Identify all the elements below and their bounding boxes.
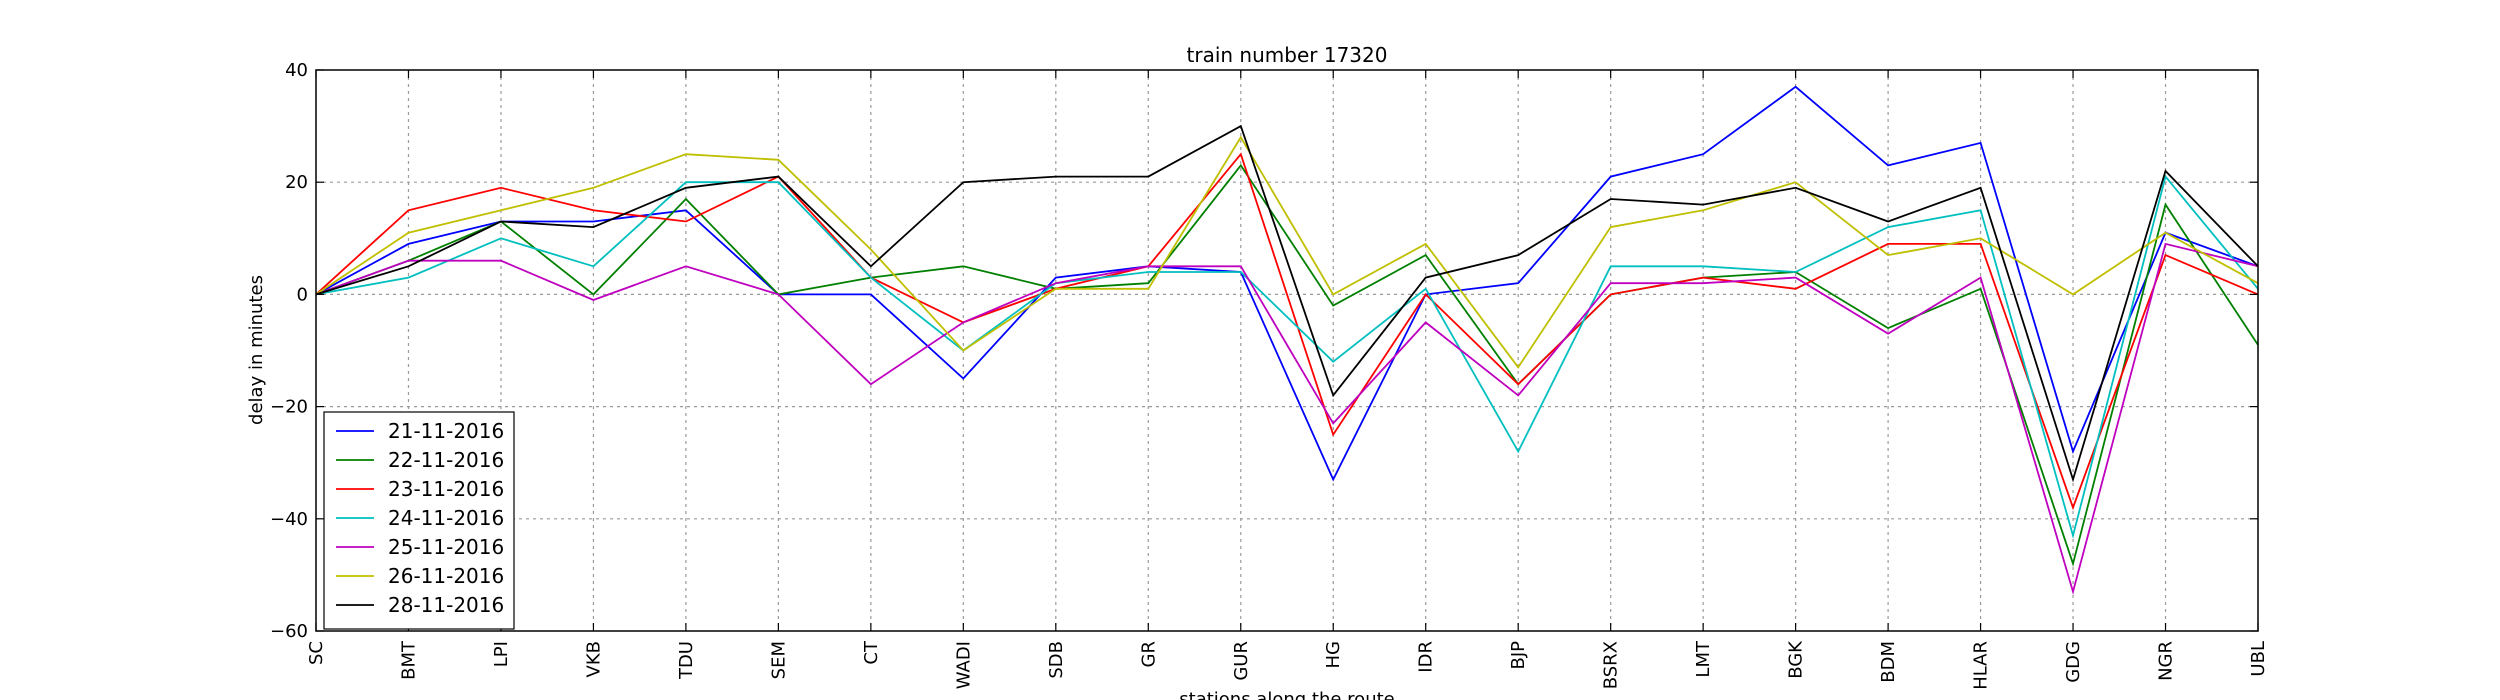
series-line-23-11-2016 — [315, 152, 2259, 511]
x-tick-labels: SC BMT LPI VKB TDU SEM CT WADI SDB GR GUR HG IDR BJP B… — [306, 70, 2269, 690]
legend-label: 25-11-2016 — [388, 535, 504, 559]
x-tick-label: SC — [306, 641, 327, 665]
y-tick-label: −40 — [270, 509, 308, 530]
x-tick-label: CT — [861, 640, 882, 665]
x-tick-label: LMT — [1693, 640, 1714, 678]
x-tick-label: BJP — [1508, 641, 1529, 670]
x-tick-label: BDM — [1878, 641, 1899, 683]
series-line-26-11-2016 — [315, 135, 2259, 369]
legend-label: 21-11-2016 — [388, 419, 504, 443]
chart-title: train number 17320 — [1187, 43, 1388, 67]
legend-frame — [323, 411, 515, 630]
x-tick-label: SEM — [768, 641, 789, 679]
y-axis-label: delay in minutes — [246, 275, 267, 425]
x-tick-label: HLAR — [1971, 641, 1992, 690]
x-tick-label: GUR — [1231, 641, 1252, 681]
legend-label: 23-11-2016 — [388, 477, 504, 501]
x-tick-label: GDG — [2063, 641, 2084, 683]
legend: 21-11-2016 22-11-2016 23-11-2016 24-11-2016… — [323, 411, 515, 630]
legend-label: 28-11-2016 — [388, 593, 504, 617]
y-tick-label: 40 — [285, 60, 308, 81]
y-tick-label: −60 — [270, 621, 308, 642]
legend-label: 22-11-2016 — [388, 448, 504, 472]
y-tick-label: 20 — [285, 172, 308, 193]
x-tick-label: GR — [1138, 641, 1159, 667]
x-tick-label: IDR — [1416, 641, 1437, 673]
plot-frame — [315, 69, 2259, 632]
x-tick-label: UBL — [2248, 641, 2269, 677]
x-axis-label: stations along the route — [1179, 689, 1394, 700]
x-tick-label: VKB — [583, 641, 604, 677]
y-tick-label: −20 — [270, 397, 308, 418]
series-lines — [315, 85, 2259, 596]
series-line-24-11-2016 — [315, 174, 2259, 540]
x-tick-label: WADI — [953, 641, 974, 689]
x-tick-label: BGK — [1786, 640, 1807, 679]
x-tick-label: BSRX — [1601, 641, 1622, 689]
y-tick-labels: −60 −40 −20 0 20 40 — [270, 60, 2258, 642]
x-tick-label: SDB — [1046, 641, 1067, 679]
series-line-28-11-2016 — [315, 124, 2259, 483]
x-tick-label: BMT — [398, 640, 419, 680]
x-tick-label: HG — [1323, 641, 1344, 668]
x-tick-label: TDU — [676, 641, 697, 680]
x-tick-label: NGR — [2156, 641, 2177, 681]
legend-label: 24-11-2016 — [388, 506, 504, 530]
series-line-22-11-2016 — [315, 163, 2259, 567]
y-tick-label: 0 — [297, 284, 308, 305]
legend-label: 26-11-2016 — [388, 564, 504, 588]
series-line-25-11-2016 — [315, 242, 2259, 596]
x-tick-label: LPI — [491, 641, 512, 667]
